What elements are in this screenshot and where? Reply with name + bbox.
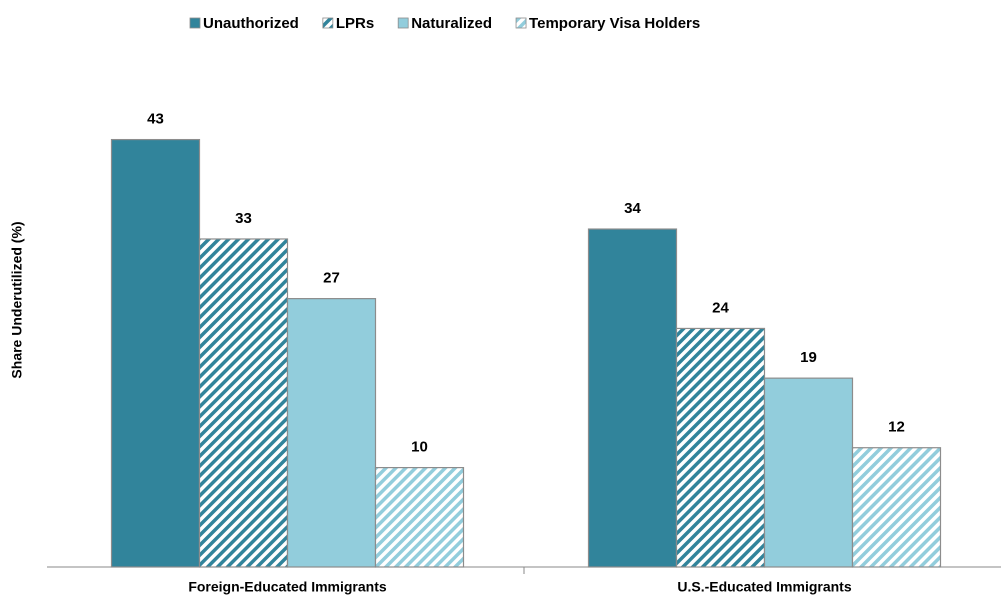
bar [198,238,289,568]
value-label: 12 [888,419,905,436]
bar [110,138,201,568]
x-tick-label: Foreign-Educated Immigrants [188,579,387,595]
value-label: 33 [235,210,252,227]
legend-swatch [322,17,334,29]
bar [374,467,465,568]
bar [286,298,377,568]
legend-label: Temporary Visa Holders [529,15,700,32]
value-label: 19 [800,349,817,366]
x-tick-label: U.S.-Educated Immigrants [677,579,851,595]
value-label: 10 [411,439,428,456]
value-label: 34 [624,200,641,217]
value-label: 27 [323,270,340,287]
value-label: 43 [147,111,164,128]
legend-label: LPRs [336,15,374,32]
legend-label: Unauthorized [203,15,299,32]
bar [763,377,854,568]
legend-swatch [515,17,527,29]
legend-swatch [397,17,409,29]
legend-label: Naturalized [411,15,492,32]
bar [587,228,678,568]
bar [675,327,766,568]
bar [851,447,942,568]
legend-swatch [189,17,201,29]
value-label: 24 [712,299,729,316]
y-axis-label: Share Underutilized (%) [9,221,25,378]
